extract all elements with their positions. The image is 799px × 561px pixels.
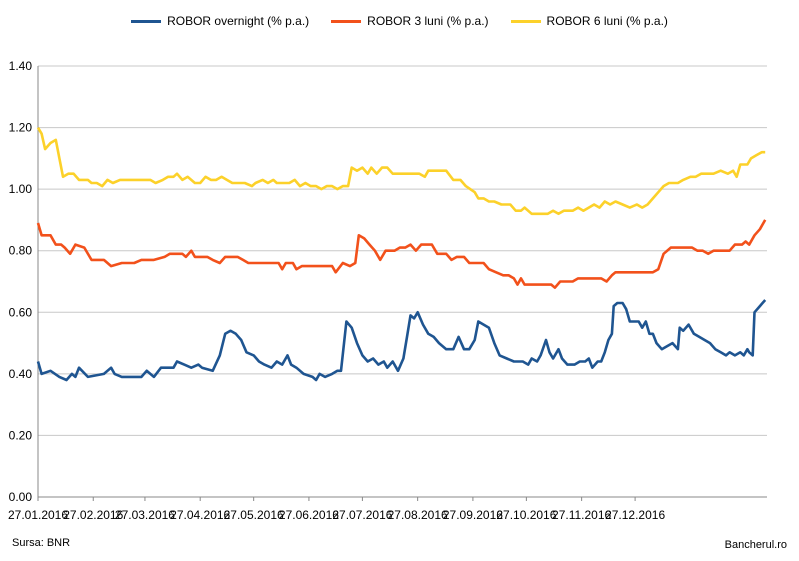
legend-swatch-6m [510,19,541,23]
x-tick-label: 27.08.2016 [388,508,448,522]
y-tick-label: 0.80 [9,244,33,258]
y-tick-label: 1.20 [9,121,33,135]
x-tick-label: 27.09.2016 [443,508,503,522]
x-tick-label: 27.06.2016 [279,508,339,522]
source-note: Sursa: BNR [12,537,71,549]
legend-label-overnight: ROBOR overnight (% p.a.) [167,14,310,28]
y-tick-label: 1.00 [9,182,33,196]
brand-logo-text: Bancherul.ro [724,539,787,551]
x-tick-label: 27.03.2016 [115,508,175,522]
x-tick-label: 27.11.2016 [552,508,611,522]
legend-swatch-3m [331,19,362,23]
legend-label-6m: ROBOR 6 luni (% p.a.) [546,14,668,28]
y-tick-label: 1.40 [9,59,33,73]
y-tick-label: 0.00 [9,490,33,504]
legend-item-overnight: ROBOR overnight (% p.a.) [131,14,309,28]
legend: ROBOR overnight (% p.a.) ROBOR 3 luni (%… [0,14,799,28]
legend-item-3m: ROBOR 3 luni (% p.a.) [331,14,489,28]
legend-item-6m: ROBOR 6 luni (% p.a.) [510,14,668,28]
legend-label-3m: ROBOR 3 luni (% p.a.) [367,14,489,28]
x-tick-label: 27.01.2016 [8,508,68,522]
series-line-0 [36,299,767,382]
x-tick-label: 27.07.2016 [332,508,392,522]
y-tick-label: 0.60 [9,305,33,319]
x-tick-label: 27.05.2016 [224,508,284,522]
series-line-1 [36,219,767,290]
x-tick-label: 27.02.2016 [63,508,123,522]
series-line-2 [36,126,766,216]
x-tick-label: 27.12.2016 [605,508,665,522]
x-tick-label: 27.04.2016 [170,508,230,522]
legend-swatch-overnight [131,19,162,23]
x-tick-label: 27.10.2016 [496,508,556,522]
y-tick-label: 0.40 [9,367,33,381]
y-tick-label: 0.20 [9,428,33,442]
